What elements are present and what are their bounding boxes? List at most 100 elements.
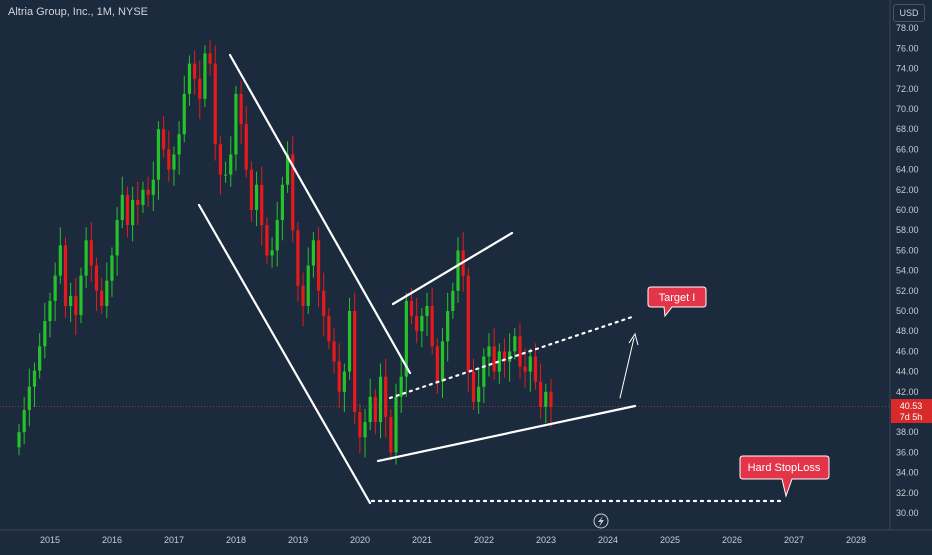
y-tick-label: 70.00 <box>896 104 919 114</box>
candle-body <box>394 396 398 453</box>
candle-body <box>48 300 52 322</box>
candle-body <box>358 412 362 438</box>
candle-body <box>533 356 538 382</box>
target-arrow <box>619 337 635 399</box>
candle-body <box>523 366 527 372</box>
last-price-value: 40.53 <box>900 401 923 411</box>
candle-body <box>192 63 197 79</box>
candle-body <box>53 275 57 301</box>
stoploss-callout[interactable]: Hard StopLoss <box>739 455 830 498</box>
candle-body <box>497 351 501 372</box>
candle-body <box>404 300 408 377</box>
candle-body <box>84 240 88 276</box>
candle-body <box>131 199 135 226</box>
x-tick-label: 2026 <box>722 535 742 545</box>
candle-body <box>172 154 176 170</box>
candle-body <box>94 265 99 291</box>
candle-body <box>451 290 455 311</box>
candle-body <box>89 240 93 266</box>
x-tick-label: 2015 <box>40 535 60 545</box>
candle-body <box>208 53 212 64</box>
candle-body <box>373 396 377 423</box>
y-tick-label: 74.00 <box>896 64 919 74</box>
y-tick-label: 52.00 <box>896 286 919 296</box>
target-arrow-head <box>628 332 639 346</box>
lightning-icon[interactable] <box>593 513 609 529</box>
y-tick-label: 66.00 <box>896 144 919 154</box>
candle-body <box>539 381 543 407</box>
candle-body <box>27 386 31 410</box>
price-axis-bg <box>890 0 932 550</box>
candle-body <box>399 376 403 397</box>
x-tick-label: 2028 <box>846 535 866 545</box>
x-tick-label: 2024 <box>598 535 618 545</box>
candle-body <box>518 336 522 367</box>
candle-body <box>32 370 37 387</box>
candle-body <box>249 169 254 210</box>
y-tick-label: 54.00 <box>896 266 919 276</box>
channel-upper-line <box>228 53 412 375</box>
candle-body <box>260 184 264 226</box>
candle-body <box>156 129 161 180</box>
candle-body <box>306 265 310 306</box>
price-axis[interactable]: 30.0032.0034.0036.0038.0040.0042.0044.00… <box>889 0 932 550</box>
candle-body <box>409 300 414 317</box>
candle-body <box>435 346 439 382</box>
candle-body <box>492 346 496 372</box>
y-tick-label: 34.00 <box>896 468 919 478</box>
x-tick-label: 2025 <box>660 535 680 545</box>
candle-body <box>342 371 346 392</box>
candle-body <box>151 179 155 195</box>
candle-body <box>425 305 429 317</box>
y-tick-label: 30.00 <box>896 508 919 518</box>
candle-body <box>502 351 507 362</box>
wedge-lower-line <box>376 404 637 463</box>
candle-body <box>22 409 26 433</box>
chart-title: Altria Group, Inc., 1M, NYSE <box>8 6 148 18</box>
time-axis[interactable]: 2015 2016 2017 2018 2019 2020 2021 2022 2023 2024… <box>0 529 932 545</box>
target-label: Target I <box>659 292 696 304</box>
candle-body <box>513 336 517 352</box>
x-tick-label: 2027 <box>784 535 804 545</box>
x-tick-label: 2016 <box>102 535 122 545</box>
candle-body <box>301 285 305 306</box>
candle-body <box>213 63 217 145</box>
y-tick-label: 76.00 <box>896 43 919 53</box>
candle-body <box>110 255 114 281</box>
y-tick-label: 58.00 <box>896 225 919 235</box>
y-tick-label: 72.00 <box>896 84 919 94</box>
y-tick-label: 56.00 <box>896 245 919 255</box>
candle-body <box>120 194 124 221</box>
candle-body <box>167 149 171 170</box>
candle-body <box>311 240 315 266</box>
candle-body <box>456 250 460 291</box>
candle-body <box>420 316 424 332</box>
candle-body <box>471 371 476 402</box>
candle-body <box>146 189 150 195</box>
candle-body <box>141 189 145 205</box>
candle-body <box>270 250 274 256</box>
candle-body <box>322 290 326 317</box>
candle-body <box>74 295 78 316</box>
target-callout[interactable]: Target I <box>647 286 707 318</box>
y-tick-label: 50.00 <box>896 306 919 316</box>
y-tick-label: 44.00 <box>896 367 919 377</box>
currency-button[interactable]: USD <box>893 4 925 22</box>
candle-body <box>280 184 284 221</box>
candle-body <box>43 321 47 347</box>
x-tick-label: 2017 <box>164 535 184 545</box>
x-tick-label: 2023 <box>536 535 556 545</box>
candle-body <box>79 275 83 316</box>
y-tick-label: 42.00 <box>896 387 919 397</box>
candle-body <box>482 356 486 387</box>
candle-body <box>446 311 450 342</box>
candle-body <box>218 144 223 175</box>
x-tick-label: 2022 <box>474 535 494 545</box>
candle-body <box>100 290 104 306</box>
target-trend-line <box>388 314 637 400</box>
x-tick-label: 2021 <box>412 535 432 545</box>
candle-body <box>415 316 419 332</box>
x-tick-label: 2019 <box>288 535 308 545</box>
